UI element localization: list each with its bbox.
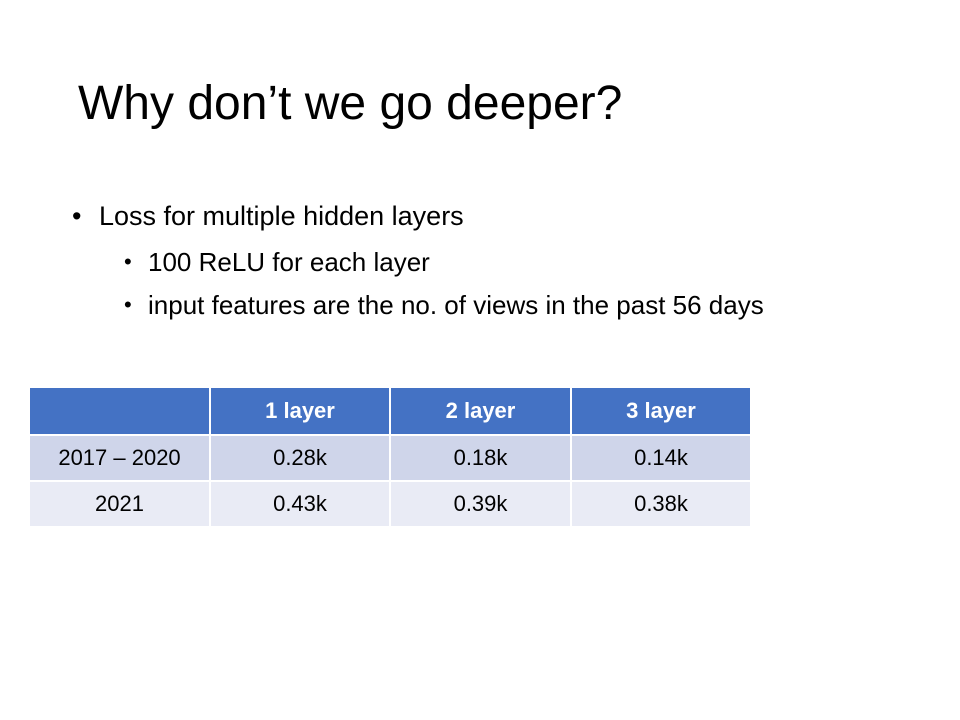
table-cell: 0.28k	[209, 434, 391, 482]
bullet-text: Loss for multiple hidden layers	[99, 201, 464, 231]
row-label-cell: 2021	[28, 480, 211, 528]
loss-table: 1 layer 2 layer 3 layer 2017 – 2020 0.28…	[28, 386, 752, 528]
table-row: 2021 0.43k 0.39k 0.38k	[28, 480, 752, 528]
table-cell: 0.39k	[389, 480, 572, 528]
header-cell-3-layer: 3 layer	[570, 386, 752, 436]
sub-bullet-input-features: input features are the no. of views in t…	[124, 284, 902, 326]
sub-bullet-list: 100 ReLU for each layer input features a…	[99, 240, 902, 326]
table-cell: 0.43k	[209, 480, 391, 528]
row-label-cell: 2017 – 2020	[28, 434, 211, 482]
slide-title: Why don’t we go deeper?	[78, 77, 623, 130]
bullet-list: Loss for multiple hidden layers 100 ReLU…	[72, 196, 902, 326]
table-cell: 0.18k	[389, 434, 572, 482]
table-row: 2017 – 2020 0.28k 0.18k 0.14k	[28, 434, 752, 482]
table-cell: 0.38k	[570, 480, 752, 528]
header-cell-1-layer: 1 layer	[209, 386, 391, 436]
table-cell: 0.14k	[570, 434, 752, 482]
header-cell-empty	[28, 386, 211, 436]
sub-bullet-text: 100 ReLU for each layer	[148, 247, 430, 277]
table-header-row: 1 layer 2 layer 3 layer	[28, 386, 752, 436]
header-cell-2-layer: 2 layer	[389, 386, 572, 436]
sub-bullet-relu: 100 ReLU for each layer	[124, 240, 902, 284]
sub-bullet-text: input features are the no. of views in t…	[148, 290, 764, 320]
bullet-loss-hidden-layers: Loss for multiple hidden layers 100 ReLU…	[72, 196, 902, 326]
